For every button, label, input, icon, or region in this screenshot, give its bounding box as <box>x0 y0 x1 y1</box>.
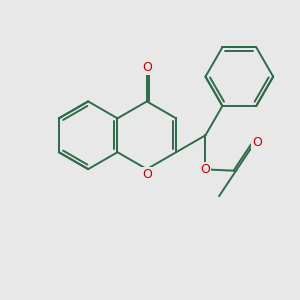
Text: O: O <box>200 164 210 176</box>
Text: O: O <box>142 61 152 74</box>
Text: O: O <box>142 168 152 181</box>
Text: O: O <box>252 136 262 149</box>
